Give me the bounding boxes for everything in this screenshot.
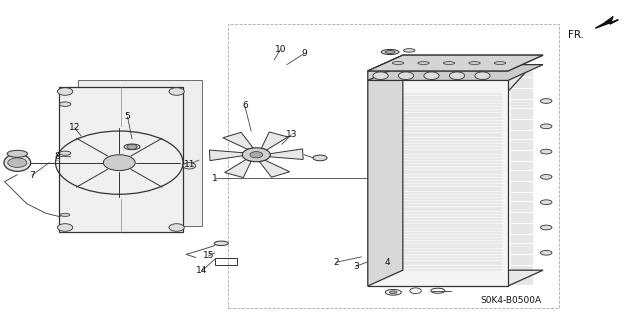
Ellipse shape bbox=[540, 250, 552, 255]
Polygon shape bbox=[209, 150, 243, 161]
Circle shape bbox=[169, 224, 184, 231]
Polygon shape bbox=[368, 65, 532, 92]
Polygon shape bbox=[59, 87, 183, 232]
Circle shape bbox=[250, 152, 262, 158]
Circle shape bbox=[410, 288, 421, 293]
Polygon shape bbox=[368, 65, 543, 80]
Polygon shape bbox=[368, 55, 403, 286]
Ellipse shape bbox=[385, 289, 401, 295]
Circle shape bbox=[475, 72, 490, 79]
Text: 5: 5 bbox=[125, 112, 131, 121]
Ellipse shape bbox=[494, 62, 506, 64]
Polygon shape bbox=[259, 160, 290, 177]
Text: 9: 9 bbox=[301, 49, 307, 58]
Circle shape bbox=[243, 148, 270, 162]
Polygon shape bbox=[269, 149, 303, 160]
Circle shape bbox=[58, 224, 73, 231]
Polygon shape bbox=[223, 132, 253, 149]
Text: 12: 12 bbox=[69, 123, 81, 132]
Ellipse shape bbox=[124, 144, 140, 150]
Ellipse shape bbox=[60, 102, 71, 106]
Ellipse shape bbox=[540, 225, 552, 230]
Circle shape bbox=[103, 155, 135, 171]
Ellipse shape bbox=[403, 49, 415, 52]
Ellipse shape bbox=[313, 155, 327, 161]
Polygon shape bbox=[225, 160, 251, 178]
Circle shape bbox=[8, 158, 27, 167]
Text: 15: 15 bbox=[203, 251, 214, 260]
Polygon shape bbox=[261, 132, 288, 150]
Text: FR.: FR. bbox=[568, 30, 584, 40]
Text: 8: 8 bbox=[54, 152, 60, 161]
Ellipse shape bbox=[385, 50, 395, 53]
Circle shape bbox=[183, 163, 196, 169]
Ellipse shape bbox=[7, 150, 28, 157]
Text: 11: 11 bbox=[184, 160, 195, 169]
Text: 13: 13 bbox=[285, 130, 297, 139]
Text: 10: 10 bbox=[275, 45, 286, 54]
Ellipse shape bbox=[4, 154, 31, 171]
Ellipse shape bbox=[60, 213, 70, 216]
Polygon shape bbox=[595, 17, 618, 28]
Polygon shape bbox=[78, 80, 202, 226]
Circle shape bbox=[127, 144, 137, 149]
Ellipse shape bbox=[60, 151, 71, 155]
Polygon shape bbox=[368, 71, 508, 286]
Text: 4: 4 bbox=[384, 258, 390, 267]
Text: 6: 6 bbox=[242, 101, 248, 110]
Text: S0K4-B0500A: S0K4-B0500A bbox=[481, 296, 541, 305]
Text: 3: 3 bbox=[353, 262, 358, 271]
Ellipse shape bbox=[540, 99, 552, 103]
Circle shape bbox=[449, 72, 465, 79]
Text: 14: 14 bbox=[196, 266, 208, 275]
Text: 2: 2 bbox=[333, 258, 339, 267]
Circle shape bbox=[398, 72, 413, 79]
Text: 1: 1 bbox=[212, 174, 218, 183]
Ellipse shape bbox=[540, 149, 552, 154]
Ellipse shape bbox=[540, 200, 552, 204]
Ellipse shape bbox=[381, 49, 399, 55]
Polygon shape bbox=[368, 55, 543, 71]
Polygon shape bbox=[368, 55, 543, 71]
Ellipse shape bbox=[444, 62, 455, 64]
Ellipse shape bbox=[392, 62, 404, 64]
Ellipse shape bbox=[390, 291, 397, 294]
Text: 7: 7 bbox=[29, 171, 35, 180]
Circle shape bbox=[424, 72, 439, 79]
Ellipse shape bbox=[540, 124, 552, 129]
Ellipse shape bbox=[540, 174, 552, 179]
Circle shape bbox=[58, 88, 73, 95]
Circle shape bbox=[169, 88, 184, 95]
Polygon shape bbox=[368, 270, 543, 286]
Ellipse shape bbox=[418, 62, 429, 64]
Ellipse shape bbox=[214, 241, 228, 246]
Circle shape bbox=[373, 72, 388, 79]
Ellipse shape bbox=[468, 62, 480, 64]
